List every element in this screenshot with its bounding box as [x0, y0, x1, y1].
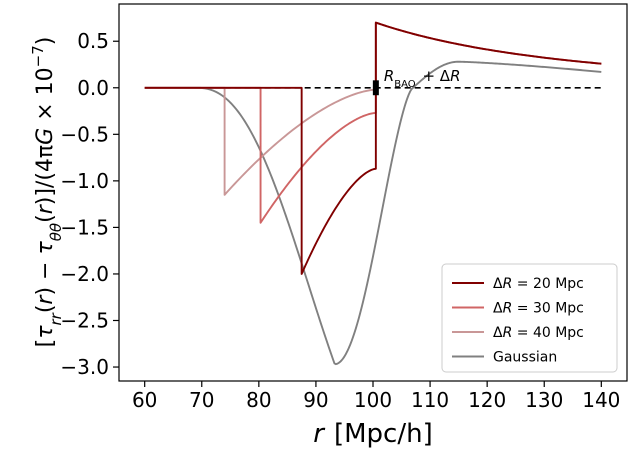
- legend-box: [441, 263, 618, 373]
- legend: ΔR = 20 Mpc ΔR = 30 Mpc ΔR = 40 Mpc Gaussia…: [441, 263, 618, 373]
- x-tick-label-1: 70: [189, 388, 214, 412]
- x-tick-label-6: 120: [468, 388, 506, 412]
- y-axis-label: [τrr(r) − τθθ(r)]/(4πG × 10−7): [29, 37, 65, 348]
- legend-label-3: Gaussian: [493, 350, 557, 366]
- legend-label-2: ΔR = 40 Mpc: [493, 325, 584, 341]
- legend-label-1: ΔR = 30 Mpc: [493, 301, 584, 317]
- y-tick-label-4: −1.5: [60, 215, 109, 239]
- x-tick-label-2: 80: [246, 388, 271, 412]
- series-line-3: [144, 60, 602, 366]
- x-axis-label-rest: [Mpc/h]: [334, 419, 433, 449]
- x-tick-label-7: 130: [525, 388, 563, 412]
- y-tick-label-5: −2.0: [60, 262, 109, 286]
- x-tick-label-5: 110: [411, 388, 449, 412]
- y-tick-label-2: −0.5: [60, 122, 109, 146]
- x-axis-label: r [Mpc/h]: [313, 419, 432, 449]
- x-axis-label-italic: r: [313, 419, 326, 449]
- y-tick-label-7: −3.0: [60, 355, 109, 379]
- plot-layer: [144, 21, 602, 366]
- series-line-0: [144, 21, 602, 275]
- ticks-layer: 60 70 80 90 100 110 120 130 140 0.5 0.0 −0.5 −1.0 −1.…: [60, 29, 620, 412]
- legend-label-0: ΔR = 20 Mpc: [493, 276, 584, 292]
- x-tick-label-0: 60: [132, 388, 157, 412]
- y-tick-label-1: 0.0: [77, 76, 109, 100]
- annotation-label: RBAO + ΔR: [384, 67, 461, 90]
- y-tick-label-0: 0.5: [77, 29, 109, 53]
- y-tick-label-6: −2.5: [60, 308, 109, 332]
- y-tick-label-3: −1.0: [60, 169, 109, 193]
- series-line-1: [144, 21, 602, 224]
- x-tick-label-3: 90: [303, 388, 328, 412]
- x-tick-label-8: 140: [582, 388, 620, 412]
- annotation-layer: RBAO + ΔR: [372, 67, 461, 96]
- x-tick-label-4: 100: [354, 388, 392, 412]
